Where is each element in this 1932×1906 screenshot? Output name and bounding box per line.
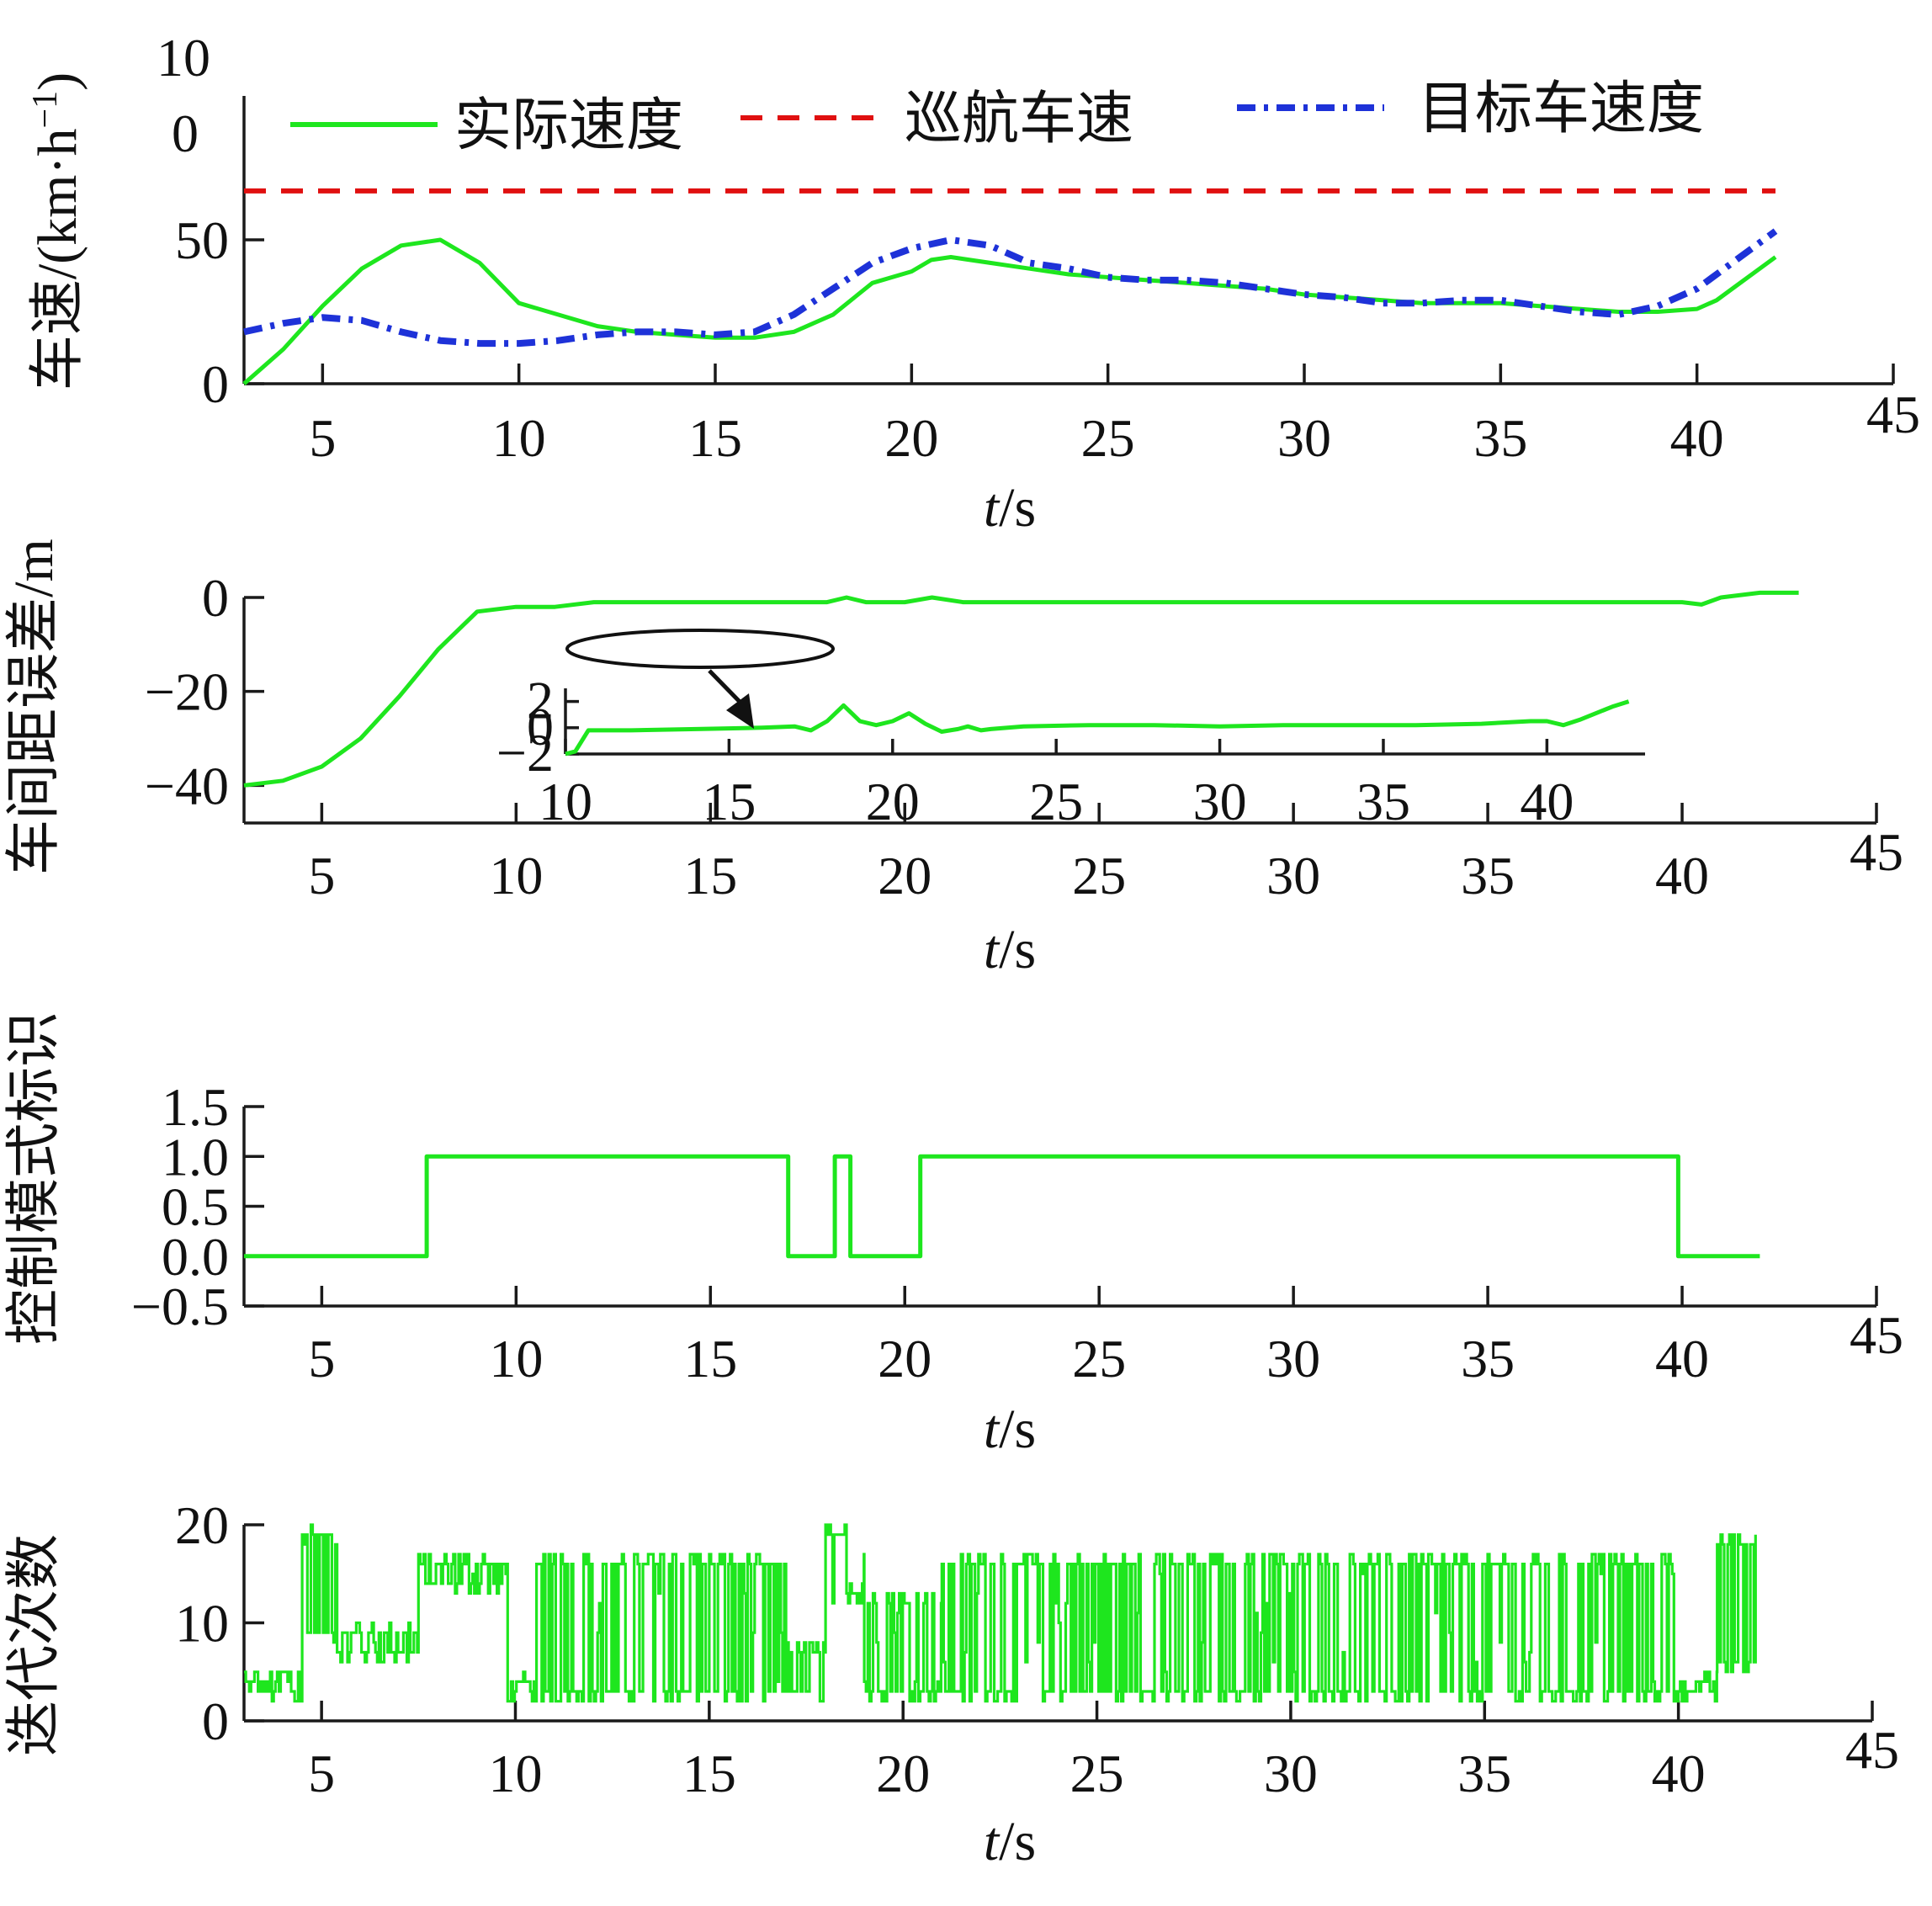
x-tick-label: 30	[1266, 1329, 1320, 1388]
inset-gap-error-line	[565, 699, 1630, 757]
y-tick-label: −0.5	[131, 1277, 229, 1336]
x-tick-label: 5	[308, 846, 335, 905]
x-tick-label: 40	[1655, 1329, 1709, 1388]
x-tick-label: 5	[309, 408, 336, 468]
inset-x-tick-label: 20	[866, 772, 920, 831]
x-tick-label: 20	[884, 408, 938, 468]
x-tick-label: 35	[1473, 408, 1527, 468]
y-tick-label-top-part1: 10	[157, 28, 210, 88]
y-tick-label: 0	[202, 568, 229, 628]
highlight-ellipse	[565, 629, 835, 669]
x-tick-label: 40	[1655, 846, 1709, 905]
iterations-line	[244, 1523, 1757, 1703]
y-tick-label-top-part2: 0	[172, 104, 199, 163]
y-tick-label: 0	[202, 354, 229, 414]
speed-panel: 5 10 15 20 25 30 35 40 45050100t/s车速/(km·h−1)实际速…	[26, 28, 1920, 539]
y-tick-label: −20	[145, 662, 229, 722]
y-axis-label: 车速/(km·h−1)	[26, 72, 88, 390]
actual-speed-line	[242, 237, 1777, 385]
y-tick-label: 10	[175, 1594, 229, 1654]
x-tick-label: 25	[1072, 1329, 1126, 1388]
y-tick-label: 1.5	[162, 1077, 229, 1137]
x-tick-label: 45	[1850, 1305, 1903, 1365]
y-tick-label: 0	[202, 1691, 229, 1751]
inset-x-tick-label: 40	[1520, 772, 1574, 831]
target-speed-line	[243, 228, 1778, 348]
mode-flag-panel: 5 10 15 20 25 30 35 40 45 1.51.00.50.0−0.5 t/s 控制模式…	[3, 1011, 1903, 1460]
x-axis-label: t/s	[984, 1399, 1036, 1460]
inset-x-tick-label: 10	[539, 772, 592, 831]
x-tick-label: 40	[1652, 1744, 1706, 1803]
inset-x-tick-label: 15	[702, 772, 756, 831]
legend-label: 目标车速度	[1418, 76, 1704, 142]
inset-x-tick-label: 35	[1356, 772, 1410, 831]
x-tick-label: 45	[1866, 385, 1920, 444]
x-tick-label: 30	[1277, 408, 1331, 468]
y-tick-label: −40	[145, 756, 229, 815]
y-axis-label: 车间距误差/m	[3, 539, 65, 875]
x-tick-label: 10	[489, 1744, 543, 1803]
x-tick-label: 30	[1264, 1744, 1318, 1803]
x-tick-label: 25	[1070, 1744, 1124, 1803]
x-axis-label: t/s	[984, 477, 1036, 539]
x-tick-label: 15	[682, 1744, 736, 1803]
y-tick-label: 1.0	[162, 1127, 229, 1187]
y-tick-label: 50	[175, 210, 229, 270]
x-tick-label: 25	[1081, 408, 1135, 468]
y-axis-label: 控制模式标识	[3, 1011, 65, 1345]
zoom-arrow-head	[726, 693, 754, 729]
x-tick-label: 20	[878, 1329, 932, 1388]
x-tick-label: 10	[489, 846, 543, 905]
mode-flag-line	[244, 1154, 1760, 1259]
inset-y-tick-label: 0	[527, 697, 554, 757]
x-tick-label: 35	[1457, 1744, 1511, 1803]
y-tick-label: 0.0	[162, 1227, 229, 1287]
inset-y-tick-label: −2	[496, 723, 554, 783]
x-tick-label: 40	[1670, 408, 1724, 468]
x-tick-label: 10	[489, 1329, 543, 1388]
inset-x-tick-label: 25	[1029, 772, 1083, 831]
x-tick-label: 35	[1461, 846, 1515, 905]
x-tick-label: 5	[308, 1329, 335, 1388]
inset-x-tick-label: 30	[1193, 772, 1247, 831]
legend-label: 巡航车速	[905, 86, 1133, 152]
x-axis-label: t/s	[984, 1811, 1036, 1872]
x-axis-label: t/s	[984, 919, 1036, 980]
x-tick-label: 35	[1461, 1329, 1515, 1388]
x-tick-label: 10	[492, 408, 546, 468]
x-tick-label: 5	[308, 1744, 335, 1803]
y-axis-label: 迭代次数	[3, 1534, 65, 1756]
legend-label: 实际速度	[454, 93, 683, 159]
x-tick-label: 20	[878, 846, 932, 905]
x-tick-label: 15	[683, 846, 737, 905]
x-tick-label: 20	[876, 1744, 930, 1803]
x-tick-label: 25	[1072, 846, 1126, 905]
gap-error-line	[243, 590, 1799, 788]
x-tick-label: 45	[1845, 1720, 1899, 1780]
zoom-arrow-shaft	[708, 669, 746, 709]
x-tick-label: 15	[683, 1329, 737, 1388]
y-tick-label: 20	[175, 1495, 229, 1555]
x-tick-label: 30	[1266, 846, 1320, 905]
iterations-panel: 5 10 15 20 25 30 35 40 45 0 10 20 t/s 迭代次数	[3, 1495, 1899, 1872]
y-tick-label: 0.5	[162, 1177, 229, 1237]
x-tick-label: 15	[688, 408, 742, 468]
x-tick-label: 45	[1850, 822, 1903, 882]
inset-y-tick-label: 2	[527, 671, 554, 730]
legend: 实际速度 巡航车速 目标车速度	[290, 76, 1704, 159]
